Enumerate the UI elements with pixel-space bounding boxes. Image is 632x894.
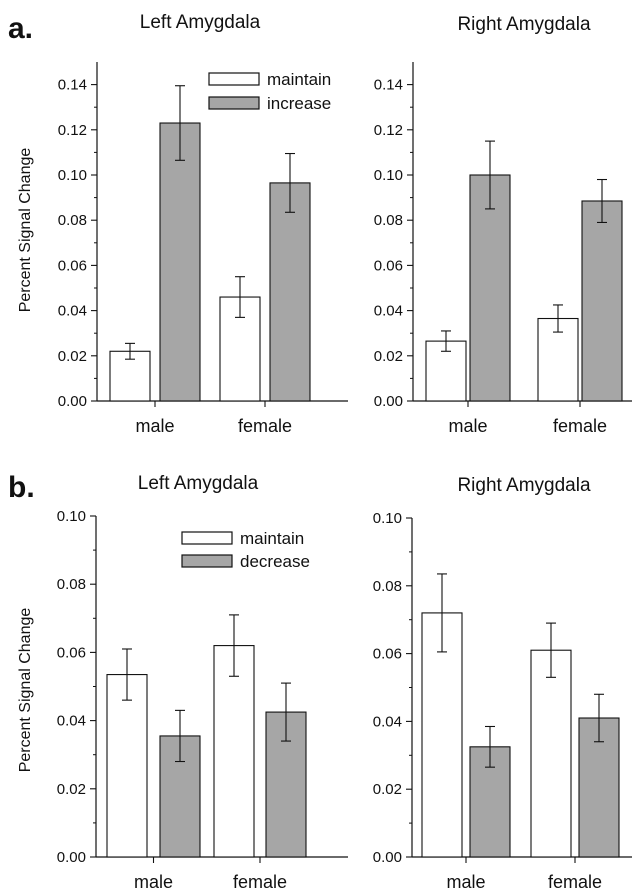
y-tick-label: 0.10 <box>57 508 86 525</box>
y-tick-label: 0.06 <box>57 644 86 661</box>
y-tick-label: 0.14 <box>374 77 403 94</box>
y-tick-label: 0.00 <box>57 849 86 866</box>
legend-label-decrease: decrease <box>240 552 310 571</box>
legend-swatch-increase <box>208 96 260 110</box>
legend-swatch-maintain <box>208 72 260 86</box>
legend-swatch-decrease <box>181 554 233 568</box>
y-tick-label: 0.02 <box>373 781 402 798</box>
y-tick-label: 0.12 <box>374 122 403 139</box>
chart-title-a-left: Left Amygdala <box>140 12 261 33</box>
chart-title-b-right: Right Amygdala <box>457 475 591 496</box>
y-tick-label: 0.08 <box>57 576 86 593</box>
y-tick-label: 0.12 <box>58 122 87 139</box>
x-category-label: male <box>448 416 487 436</box>
y-tick-label: 0.14 <box>58 77 87 94</box>
y-tick-label: 0.08 <box>373 578 402 595</box>
x-category-label: female <box>233 872 287 892</box>
y-tick-label: 0.00 <box>374 393 403 410</box>
x-category-label: female <box>548 872 602 892</box>
y-axis-label-b: Percent Signal Change <box>17 608 34 773</box>
chart-b-right-amygdala: 0.00 0.02 0.04 0.06 0.08 0.10 male female <box>373 510 632 892</box>
y-tick-label: 0.06 <box>373 646 402 663</box>
y-tick-label: 0.10 <box>373 510 402 527</box>
bar-maintain-female <box>530 649 572 858</box>
bar-increase-male <box>469 174 511 402</box>
legend-swatch-maintain <box>181 531 233 545</box>
chart-title-b-left: Left Amygdala <box>138 473 259 494</box>
y-tick-label: 0.08 <box>374 212 403 229</box>
bar-maintain-male <box>425 340 467 402</box>
chart-a-left-amygdala: 0.00 0.02 0.04 0.06 0.08 0.10 0.12 0.14 male fema… <box>58 62 348 436</box>
y-tick-label: 0.04 <box>58 303 87 320</box>
bar-maintain-female <box>213 645 255 858</box>
x-category-label: female <box>238 416 292 436</box>
y-tick-label: 0.02 <box>374 348 403 365</box>
legend-label-increase: increase <box>267 94 331 113</box>
y-axis-label-a: Percent Signal Change <box>17 148 34 313</box>
y-tick-label: 0.04 <box>374 303 403 320</box>
legend-a: maintain increase <box>208 70 331 113</box>
chart-b-left-amygdala: 0.00 0.02 0.04 0.06 0.08 0.10 male female <box>57 508 348 892</box>
bar-maintain-male <box>106 674 148 858</box>
y-tick-label: 0.10 <box>374 167 403 184</box>
bar-maintain-male <box>421 612 463 858</box>
bar-increase-female <box>269 182 311 402</box>
y-tick-label: 0.02 <box>57 781 86 798</box>
y-tick-label: 0.00 <box>373 849 402 866</box>
y-tick-label: 0.04 <box>57 713 86 730</box>
panel-label-a: a. <box>8 12 33 45</box>
y-tick-label: 0.00 <box>58 393 87 410</box>
y-tick-label: 0.02 <box>58 348 87 365</box>
legend-label-maintain: maintain <box>240 529 304 548</box>
x-category-label: male <box>446 872 485 892</box>
y-tick-label: 0.04 <box>373 713 402 730</box>
x-category-label: male <box>135 416 174 436</box>
x-category-label: male <box>134 872 173 892</box>
legend-b: maintain decrease <box>181 529 310 571</box>
y-tick-label: 0.06 <box>58 257 87 274</box>
panel-label-b: b. <box>8 471 35 504</box>
legend-label-maintain: maintain <box>267 70 331 89</box>
chart-a-right-amygdala: 0.00 0.02 0.04 0.06 0.08 0.10 0.12 0.14 male fema… <box>374 62 632 436</box>
bar-increase-female <box>581 200 623 402</box>
x-category-label: female <box>553 416 607 436</box>
y-tick-label: 0.08 <box>58 212 87 229</box>
bar-increase-male <box>159 122 201 402</box>
chart-title-a-right: Right Amygdala <box>457 14 591 35</box>
y-tick-label: 0.10 <box>58 167 87 184</box>
y-tick-label: 0.06 <box>374 257 403 274</box>
